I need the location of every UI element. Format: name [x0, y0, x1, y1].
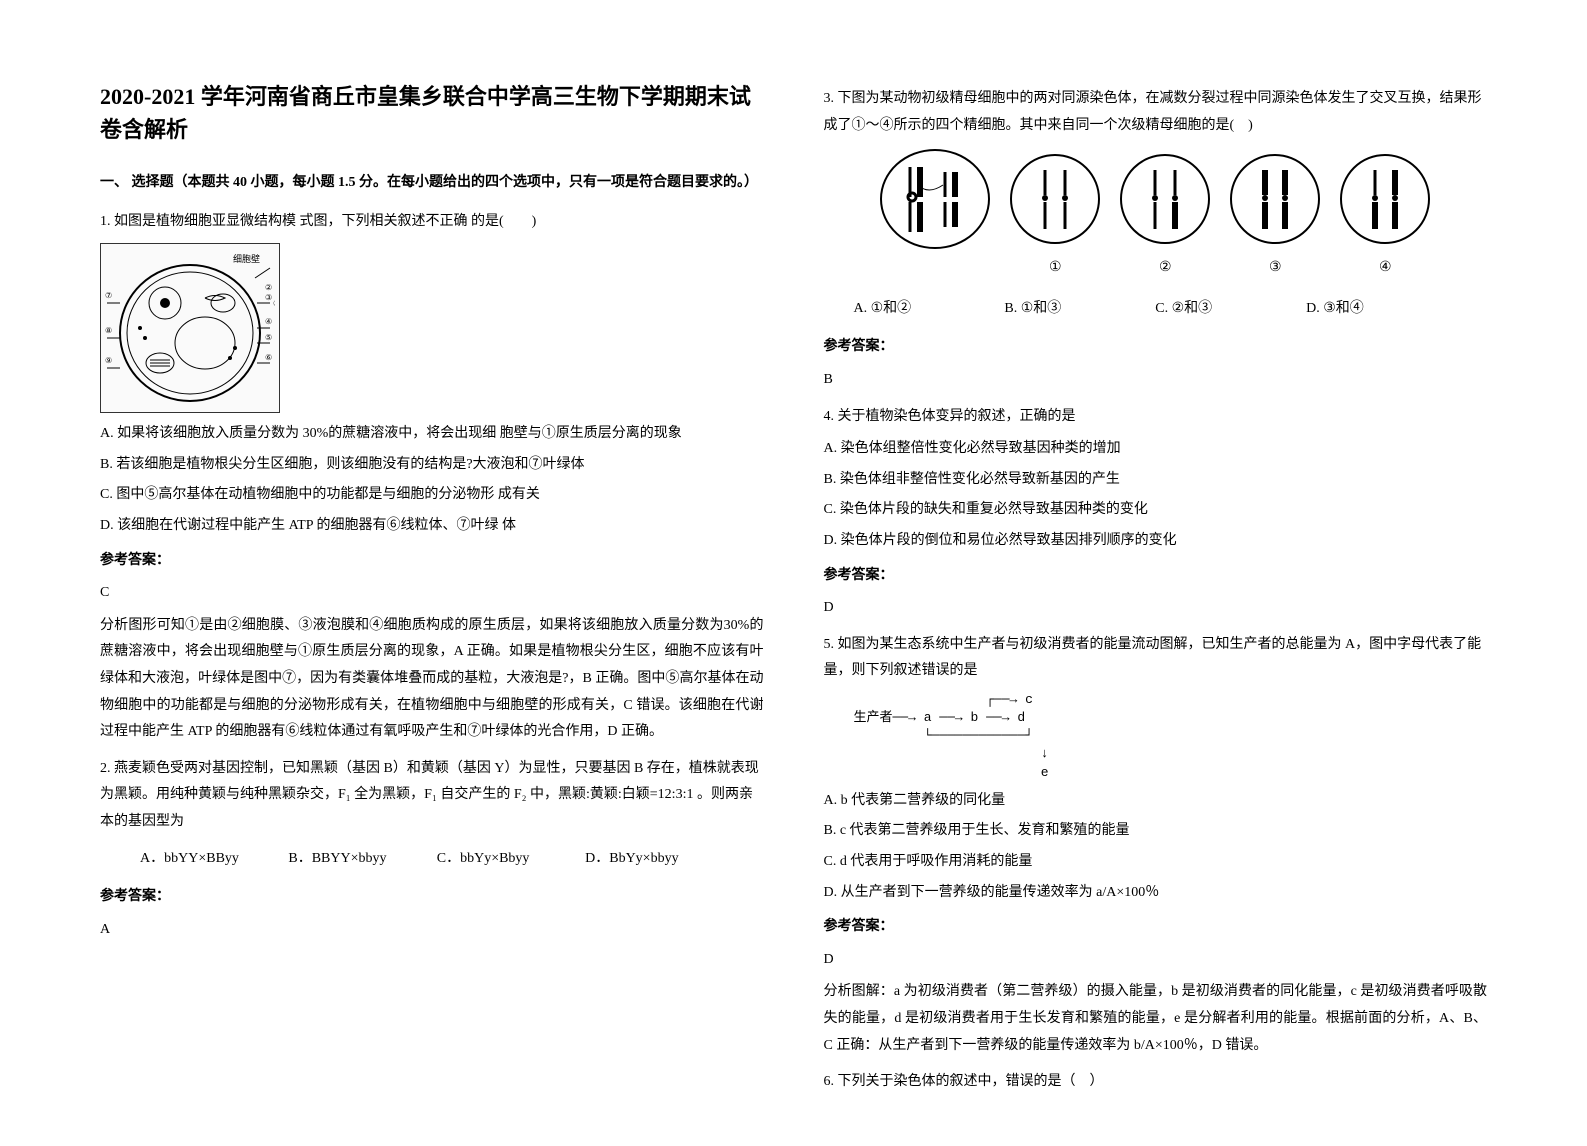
svg-text:⑧: ⑧ — [105, 326, 112, 335]
svg-text:⑥: ⑥ — [265, 353, 272, 362]
question-4: 4. 关于植物染色体变异的叙述，正确的是 A. 染色体组整倍性变化必然导致基因种… — [824, 404, 1488, 622]
q5-opt-a: A. b 代表第二营养级的同化量 — [824, 788, 1488, 815]
q4-stem: 4. 关于植物染色体变异的叙述，正确的是 — [824, 404, 1488, 431]
q4-opt-c: C. 染色体片段的缺失和重复必然导致基因种类的变化 — [824, 497, 1488, 524]
q4-opt-d: D. 染色体片段的倒位和易位必然导致基因排列顺序的变化 — [824, 528, 1488, 555]
q3-ans: B — [824, 367, 1488, 394]
q1-opt-c: C. 图中⑤高尔基体在动植物细胞中的功能都是与细胞的分泌物形 成有关 — [100, 482, 764, 509]
q5-stem: 5. 如图为某生态系统中生产者与初级消费者的能量流动图解，已知生产者的总能量为 … — [824, 632, 1488, 685]
q4-opt-b: B. 染色体组非整倍性变化必然导致新基因的产生 — [824, 467, 1488, 494]
q2-ans-label: 参考答案： — [100, 884, 764, 911]
q1-ans: C — [100, 580, 764, 607]
q2-opt-d: D．BbYy×bbyy — [585, 846, 733, 873]
question-6: 6. 下列关于染色体的叙述中，错误的是（ ） — [824, 1069, 1488, 1096]
q2-opt-a: A．bbYY×BByy — [140, 846, 288, 873]
q5-explain: 分析图解：a 为初级消费者（第二营养级）的摄入能量，b 是初级消费者的同化能量，… — [824, 979, 1488, 1059]
svg-text:④: ④ — [265, 317, 272, 326]
q1-cell-diagram: 细胞壁 ⑦ ⑧ ⑨ ② ③① ④ ⑤ ⑥ — [100, 243, 280, 413]
svg-text:⑨: ⑨ — [105, 356, 112, 365]
svg-text:③: ③ — [265, 293, 272, 302]
q1-opt-b: B. 若该细胞是植物根尖分生区细胞，则该细胞没有的结构是?大液泡和⑦叶绿体 — [100, 452, 764, 479]
q4-opt-a: A. 染色体组整倍性变化必然导致基因种类的增加 — [824, 436, 1488, 463]
q5-opt-b: B. c 代表第二营养级用于生长、发育和繁殖的能量 — [824, 818, 1488, 845]
q1-opt-d: D. 该细胞在代谢过程中能产生 ATP 的细胞器有⑥线粒体、⑦叶绿 体 — [100, 513, 764, 540]
section-1-head: 一、 选择题（本题共 40 小题，每小题 1.5 分。在每小题给出的四个选项中，… — [100, 170, 764, 197]
q3-opt-a: A. ①和② — [854, 296, 1005, 323]
q2-ans: A — [100, 917, 764, 944]
q2-opt-c: C．bbYy×Bbyy — [437, 846, 585, 873]
q1-img-label: 细胞壁 — [233, 253, 260, 264]
q3-opt-c: C. ②和③ — [1155, 296, 1306, 323]
q2-opt-b: B．BBYY×bbyy — [288, 846, 436, 873]
q4-ans-label: 参考答案： — [824, 563, 1488, 590]
svg-text:⑤: ⑤ — [265, 333, 272, 342]
q6-stem: 6. 下列关于染色体的叙述中，错误的是（ ） — [824, 1069, 1488, 1096]
svg-text:②: ② — [265, 283, 272, 292]
q2-stem: 2. 燕麦颖色受两对基因控制，已知黑颖（基因 B）和黄颖（基因 Y）为显性，只要… — [100, 756, 764, 836]
q4-ans: D — [824, 595, 1488, 622]
question-2: 2. 燕麦颖色受两对基因控制，已知黑颖（基因 B）和黄颖（基因 Y）为显性，只要… — [100, 756, 764, 944]
q5-ans-label: 参考答案： — [824, 914, 1488, 941]
q3-opt-b: B. ①和③ — [1004, 296, 1155, 323]
q5-opt-c: C. d 代表用于呼吸作用消耗的能量 — [824, 849, 1488, 876]
q1-stem: 1. 如图是植物细胞亚显微结构模 式图，下列相关叙述不正确 的是( ) — [100, 209, 764, 236]
q5-energy-diagram: ┌──→ c 生产者──→ a ──→ b ──→ d └───────────… — [854, 691, 1488, 782]
q3-cell-labels: ① ② ③ ④ — [824, 255, 1488, 282]
q3-stem: 3. 下图为某动物初级精母细胞中的两对同源染色体，在减数分裂过程中同源染色体发生… — [824, 86, 1488, 139]
q1-ans-label: 参考答案： — [100, 548, 764, 575]
doc-title: 2020-2021 学年河南省商丘市皇集乡联合中学高三生物下学期期末试卷含解析 — [100, 80, 764, 146]
q3-opt-d: D. ③和④ — [1306, 296, 1457, 323]
question-5: 5. 如图为某生态系统中生产者与初级消费者的能量流动图解，已知生产者的总能量为 … — [824, 632, 1488, 1059]
q5-ans: D — [824, 947, 1488, 974]
q3-ans-label: 参考答案： — [824, 334, 1488, 361]
svg-text:⑦: ⑦ — [105, 291, 112, 300]
question-3: 3. 下图为某动物初级精母细胞中的两对同源染色体，在减数分裂过程中同源染色体发生… — [824, 86, 1488, 394]
question-1: 1. 如图是植物细胞亚显微结构模 式图，下列相关叙述不正确 的是( ) 细胞壁 — [100, 209, 764, 746]
q5-opt-d: D. 从生产者到下一营养级的能量传递效率为 a/A×100％ — [824, 880, 1488, 907]
q3-chromosome-diagram — [824, 149, 1488, 249]
q1-explain: 分析图形可知①是由②细胞膜、③液泡膜和④细胞质构成的原生质层，如果将该细胞放入质… — [100, 613, 764, 746]
svg-text:①: ① — [273, 299, 275, 308]
q1-opt-a: A. 如果将该细胞放入质量分数为 30%的蔗糖溶液中，将会出现细 胞壁与①原生质… — [100, 421, 764, 448]
